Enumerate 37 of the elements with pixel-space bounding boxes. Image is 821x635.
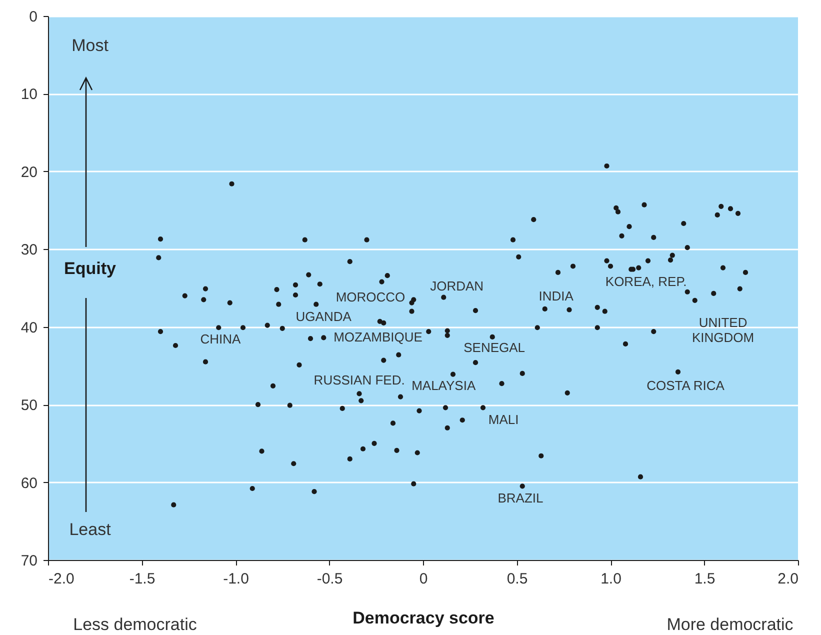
y-tick-label: 0 (29, 8, 38, 26)
annotation: Least (69, 520, 112, 539)
text: Less democratic (73, 615, 198, 634)
annotation: BRAZIL (498, 490, 544, 506)
x-tick-label: -1.5 (129, 570, 156, 588)
x-tick-label: 1.0 (600, 570, 622, 588)
annotation: MOROCCO (336, 289, 406, 304)
annotation: SENEGAL (464, 340, 526, 355)
x-tick-label: -0.5 (316, 570, 343, 588)
text: More democratic (666, 615, 794, 634)
annotation: MALAYSIA (412, 378, 476, 393)
annotation: INDIA (538, 288, 574, 304)
annotation: UNITED KINGDOM (692, 315, 754, 345)
x-tick-label: 1.5 (694, 570, 716, 588)
annotation: CHINA (200, 331, 242, 346)
annotation: MALI (488, 412, 519, 428)
y-tick-label: 20 (20, 164, 38, 181)
annotation: UGANDA (296, 308, 352, 324)
y-tick-label: 60 (20, 474, 38, 492)
annotation: KOREA, REP. (605, 274, 687, 289)
y-tick-label: 30 (20, 242, 38, 259)
y-tick-label: 50 (20, 397, 38, 414)
annotation: Most (72, 36, 109, 55)
annotation: COSTA RICA (646, 378, 725, 393)
x-tick-label: 0 (419, 570, 428, 588)
annotation: JORDAN (430, 278, 484, 294)
annotation: RUSSIAN FED. (314, 372, 405, 388)
annotation: MOZAMBIQUE (334, 330, 423, 345)
x-tick-label: -1.0 (223, 570, 249, 588)
x-axis-title: Democracy score (352, 608, 494, 628)
y-tick-label: 70 (20, 552, 38, 570)
y-tick-label: 40 (20, 319, 38, 336)
x-tick-label: 2.0 (778, 570, 798, 588)
y-axis-title: Equity (64, 259, 117, 278)
x-tick-label: -2.0 (48, 570, 74, 588)
x-tick-label: 0.5 (506, 570, 528, 588)
y-tick-label: 10 (20, 86, 38, 104)
